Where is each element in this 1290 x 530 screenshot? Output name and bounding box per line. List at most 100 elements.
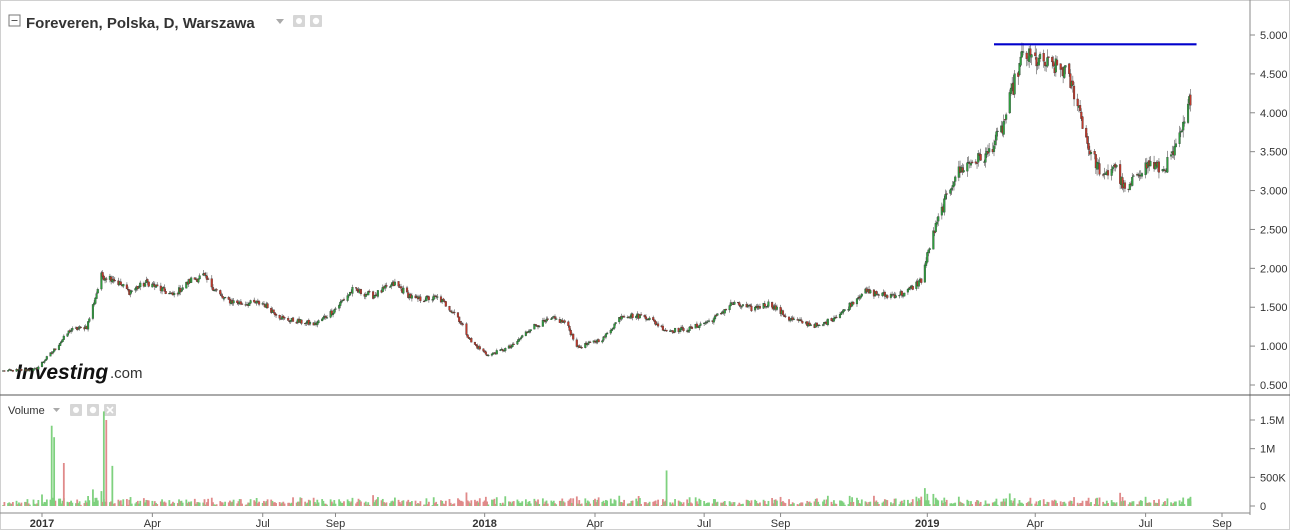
volume-bar [643, 502, 646, 506]
volume-bar [749, 502, 752, 506]
candle-body [586, 343, 589, 346]
volume-bar [858, 503, 861, 506]
candle-body [597, 339, 600, 343]
volume-bar [771, 497, 773, 506]
candle-body [1022, 51, 1025, 53]
candle-body [275, 313, 278, 316]
candle-body [181, 287, 184, 290]
volume-bar [368, 504, 371, 506]
volume-bar [796, 504, 799, 506]
candle-body [841, 311, 844, 314]
volume-bar [1097, 504, 1100, 506]
volume-bar [748, 500, 750, 506]
candle-body [602, 336, 605, 341]
volume-bar [407, 499, 410, 506]
candle-body [460, 323, 463, 325]
volume-bar [272, 502, 275, 506]
volume-bar [406, 501, 408, 506]
candle-body [1052, 61, 1055, 67]
volume-bar [168, 500, 171, 506]
volume-bar [1178, 500, 1181, 506]
candle-body [580, 347, 583, 349]
volume-bar [1064, 503, 1067, 506]
volume-bars [2, 411, 1192, 506]
candle-body [241, 303, 244, 305]
candle-body [490, 353, 493, 356]
candle-body [815, 322, 818, 327]
volume-bar [518, 503, 521, 506]
candle-body [185, 281, 188, 289]
volume-bar [851, 497, 854, 506]
candle-body [937, 216, 940, 222]
candle-body [432, 295, 435, 300]
volume-bar [1079, 503, 1082, 506]
candle-body [724, 309, 728, 311]
candle-body [425, 295, 428, 302]
volume-bar [482, 501, 485, 506]
candle-body [860, 293, 863, 297]
candle-body [789, 319, 792, 321]
price-tick-label: 1.500 [1260, 302, 1288, 314]
candle-body [1056, 59, 1059, 66]
volume-bar [282, 501, 285, 506]
candle-body [781, 310, 785, 315]
volume-bar [265, 501, 268, 506]
volume-bar [847, 504, 850, 506]
volume-bar [597, 497, 600, 506]
volume-peak-bar [62, 463, 65, 506]
volume-bar [655, 504, 658, 506]
volume-bar [434, 502, 436, 506]
candle-body [949, 189, 952, 194]
volume-bar [813, 501, 816, 506]
volume-bar [1183, 504, 1186, 506]
volume-bar [94, 497, 97, 506]
volume-bar [380, 500, 383, 506]
volume-bar [755, 500, 758, 506]
candle-body [629, 316, 632, 319]
volume-bar [842, 502, 845, 506]
volume-bar [372, 495, 374, 506]
volume-bar [159, 501, 162, 506]
volume-bar [458, 499, 461, 506]
candle-body [20, 369, 23, 371]
candle-body [283, 317, 286, 319]
gear-icon-hub [312, 17, 320, 25]
volume-bar [77, 503, 80, 506]
volume-bar [333, 500, 336, 506]
candle-body [397, 281, 400, 287]
candle-body [211, 287, 215, 291]
volume-bar [1028, 501, 1031, 506]
volume-bar [343, 501, 345, 506]
candle-body [1013, 73, 1016, 95]
candle-body [1034, 52, 1037, 57]
candle-body [510, 346, 513, 348]
volume-dropdown-icon[interactable] [53, 408, 60, 412]
volume-bar [1154, 502, 1157, 506]
candle-body [493, 352, 496, 354]
candle-body [146, 279, 149, 282]
volume-bar [551, 502, 554, 506]
volume-bar [210, 497, 213, 506]
volume-bar [1001, 501, 1004, 506]
volume-bar [646, 504, 649, 506]
candle-body [334, 308, 337, 310]
title-dropdown-icon[interactable] [276, 19, 284, 24]
volume-bar [176, 503, 179, 506]
volume-bar [589, 503, 592, 506]
volume-bar [830, 501, 833, 506]
volume-title: Volume [8, 405, 45, 417]
candle-body [70, 330, 73, 332]
volume-bar [122, 499, 125, 506]
volume-bar [746, 500, 749, 506]
candle-body [593, 340, 597, 343]
volume-bar [840, 500, 843, 506]
candle-body [1019, 56, 1022, 66]
volume-bar [885, 499, 887, 506]
volume-bar [1002, 498, 1005, 506]
volume-bar [300, 498, 303, 506]
candle-body [809, 324, 812, 326]
volume-bar [350, 501, 353, 506]
candle-body [545, 318, 548, 322]
volume-bar [638, 498, 641, 506]
